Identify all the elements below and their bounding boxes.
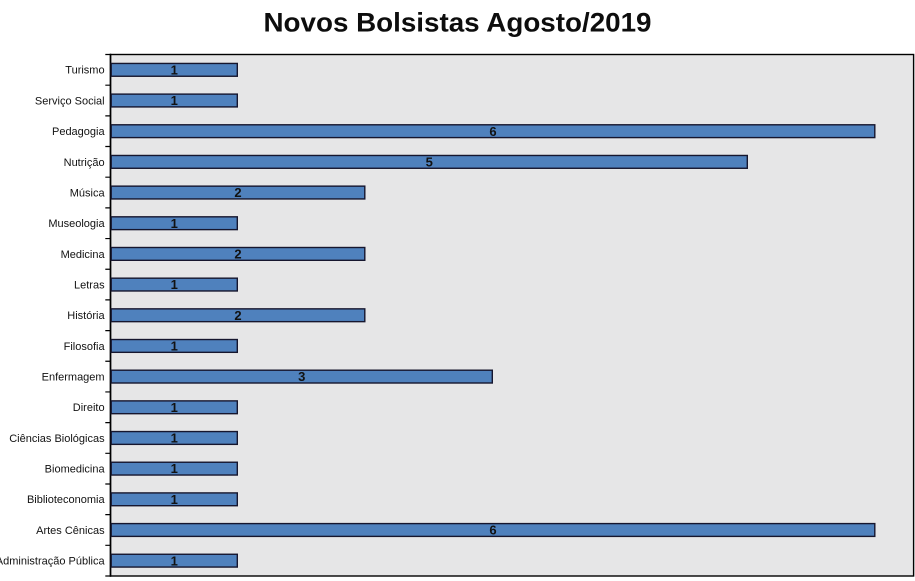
svg-text:Medicina: Medicina <box>61 249 106 261</box>
svg-text:2: 2 <box>234 247 241 262</box>
svg-text:1: 1 <box>171 93 178 108</box>
svg-text:Direito: Direito <box>73 402 105 414</box>
svg-text:1: 1 <box>171 216 178 231</box>
svg-text:Letras: Letras <box>74 279 105 291</box>
svg-text:6: 6 <box>489 124 496 139</box>
svg-text:1: 1 <box>171 461 178 476</box>
svg-text:Novos Bolsistas Agosto/2019: Novos Bolsistas Agosto/2019 <box>264 8 652 38</box>
svg-text:1: 1 <box>171 400 178 415</box>
svg-text:1: 1 <box>171 553 178 568</box>
svg-text:1: 1 <box>171 277 178 292</box>
svg-text:1: 1 <box>171 339 178 354</box>
svg-text:Música: Música <box>70 187 106 199</box>
svg-text:2: 2 <box>234 308 241 323</box>
svg-text:2: 2 <box>234 185 241 200</box>
svg-text:Enfermagem: Enfermagem <box>42 372 105 384</box>
svg-text:Ciências Biológicas: Ciências Biológicas <box>9 433 105 445</box>
svg-text:Pedagogia: Pedagogia <box>52 126 105 138</box>
svg-text:5: 5 <box>426 154 433 169</box>
svg-text:Serviço Social: Serviço Social <box>35 95 105 107</box>
svg-text:Museologia: Museologia <box>48 218 105 230</box>
svg-text:Biomedicina: Biomedicina <box>45 464 106 476</box>
svg-text:6: 6 <box>489 523 496 538</box>
svg-text:Nutrição: Nutrição <box>64 157 105 169</box>
svg-text:1: 1 <box>171 431 178 446</box>
svg-text:Administração Pública: Administração Pública <box>0 556 105 568</box>
svg-text:Artes Cênicas: Artes Cênicas <box>36 525 105 537</box>
svg-text:Turismo: Turismo <box>65 65 104 77</box>
svg-text:1: 1 <box>171 62 178 77</box>
svg-text:1: 1 <box>171 492 178 507</box>
svg-text:3: 3 <box>298 369 305 384</box>
svg-text:História: História <box>67 310 105 322</box>
svg-text:Biblioteconomia: Biblioteconomia <box>27 494 106 506</box>
svg-text:Filosofia: Filosofia <box>64 341 106 353</box>
